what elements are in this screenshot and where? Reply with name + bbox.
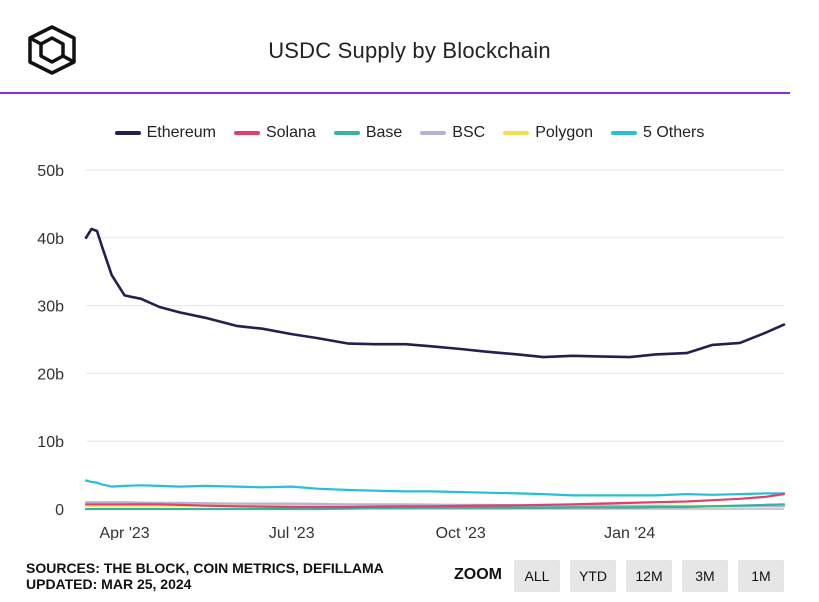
legend-item[interactable]: Polygon (503, 124, 593, 142)
legend-swatch (611, 131, 638, 135)
legend-item[interactable]: Solana (233, 124, 316, 142)
chart-title: USDC Supply by Blockchain (268, 38, 551, 63)
legend-label: Ethereum (146, 124, 216, 141)
legend-label: Solana (265, 124, 316, 141)
the-block-logo (28, 25, 76, 75)
line-chart: 0 10b 20b 30b 40b 50b Apr '23 Jul '23 Oct '23 Jan… (37, 163, 786, 540)
chart-legend: Ethereum Solana Base BSC Polygon 5 Others (0, 124, 819, 142)
series-line-base (84, 503, 786, 511)
y-tick-label: 50b (37, 163, 64, 180)
title-divider (0, 92, 790, 94)
sources-text: SOURCES: THE BLOCK, COIN METRICS, DEFILL… (26, 560, 384, 576)
series-line-5-others (84, 479, 786, 497)
legend-item[interactable]: 5 Others (611, 124, 704, 142)
zoom-label: ZOOM (454, 566, 502, 583)
zoom-all-button[interactable]: ALL (514, 560, 560, 592)
x-tick-label: Jul '23 (269, 525, 315, 540)
y-tick-label: 40b (37, 231, 64, 248)
legend-label: Polygon (535, 124, 594, 141)
series-line-solana (84, 493, 786, 509)
legend-item[interactable]: BSC (420, 124, 485, 142)
zoom-ytd-button[interactable]: YTD (570, 560, 616, 592)
legend-item[interactable]: Base (333, 124, 403, 142)
zoom-12m-button[interactable]: 12M (626, 560, 672, 592)
legend-swatch (420, 131, 447, 135)
y-tick-label: 30b (37, 299, 64, 316)
x-tick-label: Oct '23 (436, 525, 486, 540)
legend-label: BSC (452, 124, 486, 141)
x-tick-label: Apr '23 (99, 525, 149, 540)
updated-text: UPDATED: MAR 25, 2024 (26, 576, 192, 592)
zoom-1m-button[interactable]: 1M (738, 560, 784, 592)
y-tick-label: 20b (37, 366, 64, 383)
footer-credits: SOURCES: THE BLOCK, COIN METRICS, DEFILL… (26, 560, 384, 592)
legend-label: 5 Others (643, 124, 705, 141)
legend-swatch (114, 131, 141, 135)
legend-swatch (333, 131, 360, 135)
legend-swatch (233, 131, 260, 135)
zoom-3m-button[interactable]: 3M (682, 560, 728, 592)
legend-label: Base (365, 124, 403, 141)
y-tick-label: 0 (55, 502, 64, 519)
x-tick-label: Jan '24 (604, 525, 655, 540)
y-tick-label: 10b (37, 434, 64, 451)
series-line-ethereum (84, 227, 786, 359)
legend-swatch (503, 131, 530, 135)
series-line-bsc (84, 501, 786, 508)
legend-item[interactable]: Ethereum (114, 124, 216, 142)
